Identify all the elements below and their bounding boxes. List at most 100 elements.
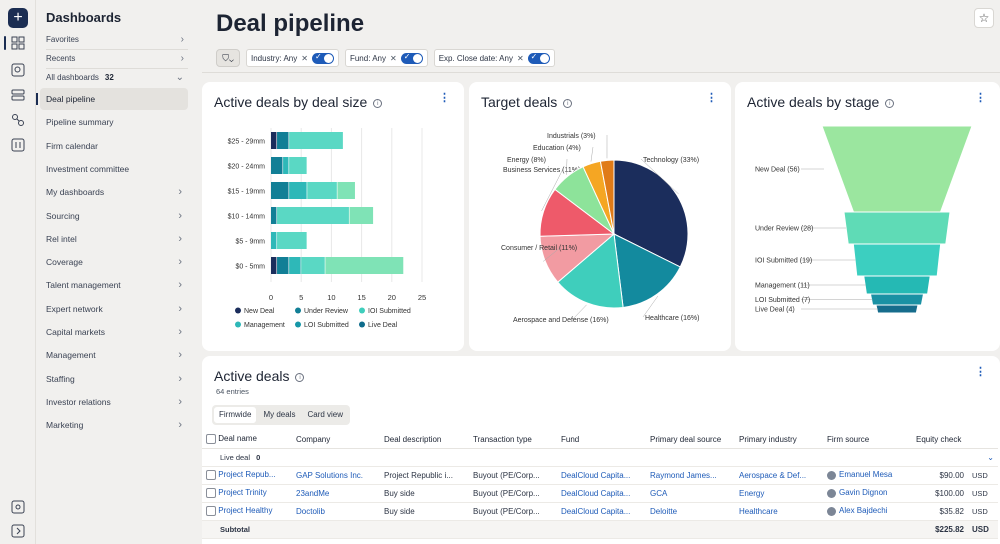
tab-card-view[interactable]: Card view bbox=[307, 410, 344, 419]
favorite-star-button[interactable]: ☆ bbox=[974, 8, 994, 28]
legend-label[interactable]: New Deal bbox=[244, 308, 275, 315]
filter-toggle[interactable]: ✓ bbox=[527, 52, 550, 64]
bar-segment[interactable] bbox=[271, 207, 277, 224]
filter-toggle[interactable]: ✓ bbox=[400, 52, 423, 64]
pie-slice[interactable] bbox=[599, 159, 615, 235]
filter-icon[interactable]: ⛉⌄ bbox=[216, 49, 240, 67]
column-header[interactable]: Equity check bbox=[912, 431, 968, 449]
sidebar-item-investor-relations[interactable]: Investor relations › bbox=[40, 391, 188, 413]
filter-chip-fund[interactable]: Fund: Any ✕ ✓ bbox=[344, 49, 428, 67]
row-checkbox[interactable] bbox=[206, 488, 216, 498]
column-header[interactable]: Company bbox=[292, 431, 380, 449]
table-cell[interactable]: GAP Solutions Inc. bbox=[292, 466, 380, 485]
chevron-down-icon[interactable]: ⌄ bbox=[968, 448, 998, 467]
tab-my-deals[interactable]: My deals bbox=[263, 410, 296, 419]
sidebar-item-deal-pipeline[interactable]: Deal pipeline bbox=[36, 88, 188, 110]
sidebar-item-investment-committee[interactable]: Investment committee bbox=[40, 158, 188, 180]
table-cell[interactable]: Aerospace & Def... bbox=[735, 466, 823, 485]
table-cell[interactable]: Deloitte bbox=[646, 502, 735, 521]
column-header[interactable]: Fund bbox=[557, 431, 646, 449]
table-cell[interactable]: Raymond James... bbox=[646, 466, 735, 485]
table-cell[interactable]: Doctolib bbox=[292, 502, 380, 521]
more-options-icon[interactable]: ⋮ bbox=[706, 92, 717, 104]
funnel-stage[interactable] bbox=[852, 243, 942, 277]
bar-segment[interactable] bbox=[271, 132, 277, 149]
bar-segment[interactable] bbox=[271, 182, 289, 199]
column-header[interactable]: Firm source bbox=[823, 431, 912, 449]
filter-chip-industry[interactable]: Industry: Any ✕ ✓ bbox=[246, 49, 339, 67]
tab-firmwide[interactable]: Firmwide bbox=[214, 407, 257, 423]
funnel-stage[interactable] bbox=[843, 211, 951, 245]
relationships-icon[interactable] bbox=[11, 113, 25, 127]
pie-slice[interactable] bbox=[557, 233, 624, 309]
more-options-icon[interactable]: ⋮ bbox=[975, 92, 986, 104]
legend-label[interactable]: Under Review bbox=[304, 308, 349, 315]
table-cell[interactable]: Healthcare bbox=[735, 502, 823, 521]
recents-section[interactable]: Recents › bbox=[46, 50, 188, 68]
legend-label[interactable]: LOI Submitted bbox=[304, 322, 349, 329]
bar-segment[interactable] bbox=[301, 257, 325, 274]
table-cell[interactable]: Emanuel Mesa bbox=[823, 466, 912, 485]
sidebar-item-sourcing[interactable]: Sourcing › bbox=[40, 205, 188, 227]
bar-segment[interactable] bbox=[289, 182, 307, 199]
bar-segment[interactable] bbox=[271, 232, 277, 249]
column-header[interactable]: Primary deal source bbox=[646, 431, 735, 449]
bar-segment[interactable] bbox=[271, 257, 277, 274]
storage-icon[interactable] bbox=[11, 88, 25, 102]
sidebar-item-expert-network[interactable]: Expert network › bbox=[40, 298, 188, 320]
row-checkbox[interactable] bbox=[206, 470, 216, 480]
column-header[interactable]: Primary industry bbox=[735, 431, 823, 449]
table-cell[interactable]: Project Healthy bbox=[202, 502, 292, 521]
table-cell[interactable]: GCA bbox=[646, 484, 735, 503]
funnel-stage[interactable] bbox=[869, 293, 925, 306]
bar-segment[interactable] bbox=[289, 132, 343, 149]
legend-label[interactable]: IOI Submitted bbox=[368, 308, 411, 315]
all-dashboards-section[interactable]: All dashboards 32 ⌄ bbox=[46, 69, 188, 87]
help-icon[interactable] bbox=[11, 500, 25, 514]
info-icon[interactable]: i bbox=[563, 98, 573, 108]
sidebar-item-pipeline-summary[interactable]: Pipeline summary bbox=[40, 111, 188, 133]
pie-slice[interactable] bbox=[613, 233, 681, 308]
row-checkbox[interactable] bbox=[206, 506, 216, 516]
favorites-section[interactable]: Favorites › bbox=[46, 31, 188, 49]
column-header[interactable]: Deal name bbox=[218, 434, 257, 444]
sidebar-item-talent-management[interactable]: Talent management › bbox=[40, 274, 188, 296]
bar-segment[interactable] bbox=[277, 207, 349, 224]
bar-segment[interactable] bbox=[289, 257, 301, 274]
bar-segment[interactable] bbox=[271, 157, 283, 174]
sidebar-item-my-dashboards[interactable]: My dashboards › bbox=[40, 181, 188, 203]
sidebar-item-capital-markets[interactable]: Capital markets › bbox=[40, 321, 188, 343]
legend-label[interactable]: Live Deal bbox=[368, 322, 398, 329]
column-header[interactable]: Transaction type bbox=[469, 431, 557, 449]
bar-segment[interactable] bbox=[307, 182, 337, 199]
sidebar-item-rel-intel[interactable]: Rel intel › bbox=[40, 228, 188, 250]
table-cell[interactable]: DealCloud Capita... bbox=[557, 502, 646, 521]
bar-segment[interactable] bbox=[277, 257, 289, 274]
info-icon[interactable]: i bbox=[885, 98, 895, 108]
dashboard-icon[interactable] bbox=[11, 36, 25, 50]
close-icon[interactable]: ✕ bbox=[389, 53, 397, 63]
bar-segment[interactable] bbox=[337, 182, 355, 199]
sidebar-item-management[interactable]: Management › bbox=[40, 344, 188, 366]
expand-sidebar-icon[interactable] bbox=[11, 524, 25, 538]
table-cell[interactable]: Project Repub... bbox=[202, 466, 292, 485]
legend-label[interactable]: Management bbox=[244, 322, 285, 329]
more-options-icon[interactable]: ⋮ bbox=[975, 366, 986, 378]
more-options-icon[interactable]: ⋮ bbox=[439, 92, 450, 104]
pie-slice[interactable] bbox=[613, 159, 689, 268]
bar-segment[interactable] bbox=[349, 207, 374, 224]
sidebar-item-marketing[interactable]: Marketing › bbox=[40, 414, 188, 436]
info-icon[interactable]: i bbox=[373, 98, 383, 108]
bar-segment[interactable] bbox=[325, 257, 404, 274]
search-records-icon[interactable] bbox=[11, 63, 25, 77]
sidebar-item-staffing[interactable]: Staffing › bbox=[40, 368, 188, 390]
funnel-stage[interactable] bbox=[875, 304, 919, 314]
column-header[interactable]: Deal description bbox=[380, 431, 469, 449]
create-icon[interactable]: + bbox=[8, 8, 28, 28]
table-cell[interactable]: DealCloud Capita... bbox=[557, 484, 646, 503]
table-cell[interactable]: Alex Bajdechi bbox=[823, 502, 912, 521]
table-cell[interactable]: Energy bbox=[735, 484, 823, 503]
bar-segment[interactable] bbox=[283, 157, 289, 174]
table-cell[interactable]: Project Trinity bbox=[202, 484, 292, 503]
table-cell[interactable]: 23andMe bbox=[292, 484, 380, 503]
